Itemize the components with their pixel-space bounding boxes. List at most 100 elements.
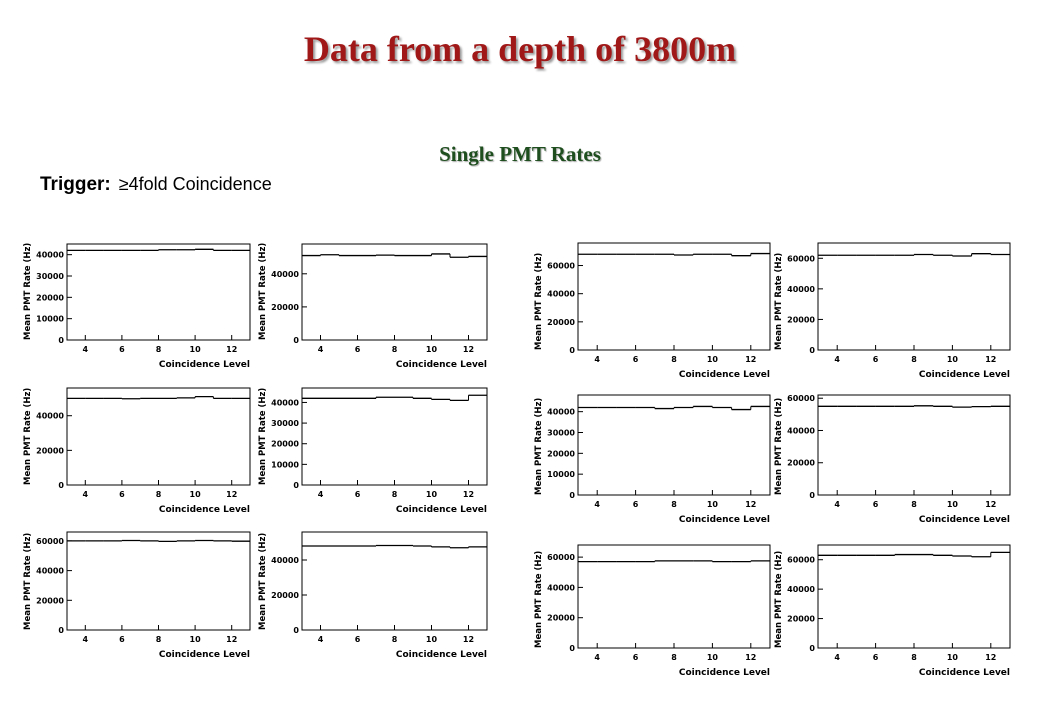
y-tick-label: 60000 <box>787 254 815 263</box>
y-tick-label: 20000 <box>787 615 815 624</box>
y-axis-label: Mean PMT Rate (Hz) <box>534 398 544 495</box>
plot-frame <box>817 242 1011 351</box>
y-tick-label: 20000 <box>36 596 64 605</box>
x-tick-label: 8 <box>156 490 162 499</box>
x-tick-label: 8 <box>156 345 162 354</box>
x-tick-label: 8 <box>156 635 162 644</box>
y-tick-label: 20000 <box>271 303 299 312</box>
x-tick-label: 12 <box>226 490 237 499</box>
y-tick-label: 60000 <box>787 394 815 403</box>
x-tick-label: 8 <box>392 345 398 354</box>
y-tick-label: 0 <box>809 491 815 500</box>
x-axis-label: Coincidence Level <box>679 370 770 380</box>
y-tick-label: 0 <box>293 336 299 345</box>
y-tick-label: 10000 <box>547 470 575 479</box>
y-tick-label: 0 <box>809 644 815 653</box>
x-tick-label: 4 <box>83 490 89 499</box>
y-tick-label: 60000 <box>36 537 64 546</box>
x-tick-label: 12 <box>463 635 474 644</box>
y-tick-label: 20000 <box>787 315 815 324</box>
subtitle: Single PMT Rates <box>439 142 601 166</box>
x-tick-label: 4 <box>83 635 89 644</box>
x-axis-label: Coincidence Level <box>159 360 250 370</box>
x-tick-label: 10 <box>426 345 438 354</box>
x-tick-label: 8 <box>671 500 677 509</box>
y-tick-label: 20000 <box>787 459 815 468</box>
x-tick-label: 4 <box>594 500 600 509</box>
plot-frame <box>577 242 771 351</box>
x-axis-label: Coincidence Level <box>679 668 770 678</box>
x-tick-label: 6 <box>355 345 361 354</box>
x-tick-label: 4 <box>834 500 840 509</box>
x-tick-label: 10 <box>947 653 959 662</box>
x-axis-label: Coincidence Level <box>919 370 1010 380</box>
x-axis-label: Coincidence Level <box>396 650 487 660</box>
y-tick-label: 10000 <box>36 315 64 324</box>
y-tick-label: 20000 <box>547 449 575 458</box>
plot-frame <box>66 531 251 631</box>
y-tick-label: 40000 <box>271 398 299 407</box>
x-tick-label: 12 <box>463 490 474 499</box>
y-tick-label: 0 <box>293 626 299 635</box>
y-tick-label: 0 <box>293 481 299 490</box>
x-tick-label: 8 <box>671 653 677 662</box>
y-axis-label: Mean PMT Rate (Hz) <box>23 243 33 340</box>
y-tick-label: 30000 <box>547 429 575 438</box>
plot-frame <box>817 544 1011 649</box>
x-axis-label: Coincidence Level <box>159 505 250 515</box>
x-tick-label: 4 <box>318 635 324 644</box>
plot-frame <box>66 243 251 341</box>
y-tick-label: 40000 <box>36 412 64 421</box>
x-tick-label: 8 <box>392 635 398 644</box>
x-tick-label: 12 <box>226 635 237 644</box>
y-axis-label: Mean PMT Rate (Hz) <box>258 243 268 340</box>
x-tick-label: 12 <box>463 345 474 354</box>
x-tick-label: 4 <box>594 355 600 364</box>
y-tick-label: 0 <box>58 481 64 490</box>
y-tick-label: 30000 <box>36 272 64 281</box>
x-tick-label: 6 <box>873 653 879 662</box>
x-tick-label: 6 <box>873 355 879 364</box>
x-tick-label: 4 <box>318 490 324 499</box>
y-tick-label: 0 <box>809 346 815 355</box>
y-axis-label: Mean PMT Rate (Hz) <box>23 388 33 485</box>
y-tick-label: 0 <box>569 346 575 355</box>
y-axis-label: Mean PMT Rate (Hz) <box>23 533 33 630</box>
y-axis-label: Mean PMT Rate (Hz) <box>534 253 544 350</box>
x-tick-label: 6 <box>119 635 125 644</box>
y-axis-label: Mean PMT Rate (Hz) <box>258 533 268 630</box>
y-tick-label: 0 <box>569 644 575 653</box>
plot-frame <box>301 387 488 486</box>
x-tick-label: 6 <box>633 500 639 509</box>
plot-frame <box>817 394 1011 496</box>
y-axis-label: Mean PMT Rate (Hz) <box>774 551 784 648</box>
y-tick-label: 40000 <box>547 290 575 299</box>
x-tick-label: 4 <box>594 653 600 662</box>
x-tick-label: 8 <box>671 355 677 364</box>
x-tick-label: 6 <box>119 345 125 354</box>
y-tick-label: 40000 <box>36 251 64 260</box>
y-tick-label: 60000 <box>547 262 575 271</box>
slide-title: Data from a depth of 3800m <box>303 29 737 69</box>
x-tick-label: 10 <box>707 355 719 364</box>
y-tick-label: 20000 <box>547 318 575 327</box>
x-tick-label: 12 <box>745 355 756 364</box>
x-tick-label: 8 <box>911 653 917 662</box>
y-axis-label: Mean PMT Rate (Hz) <box>534 551 544 648</box>
y-tick-label: 60000 <box>547 553 575 562</box>
x-axis-label: Coincidence Level <box>919 515 1010 525</box>
x-tick-label: 4 <box>318 345 324 354</box>
x-axis-label: Coincidence Level <box>159 650 250 660</box>
y-tick-label: 40000 <box>787 585 815 594</box>
y-axis-label: Mean PMT Rate (Hz) <box>774 398 784 495</box>
trigger-value: ≥4fold Coincidence <box>118 174 272 194</box>
x-tick-label: 6 <box>355 490 361 499</box>
y-tick-label: 20000 <box>271 440 299 449</box>
x-tick-label: 6 <box>119 490 125 499</box>
x-tick-label: 12 <box>985 355 996 364</box>
x-tick-label: 8 <box>911 500 917 509</box>
y-tick-label: 0 <box>58 626 64 635</box>
x-tick-label: 12 <box>985 653 996 662</box>
